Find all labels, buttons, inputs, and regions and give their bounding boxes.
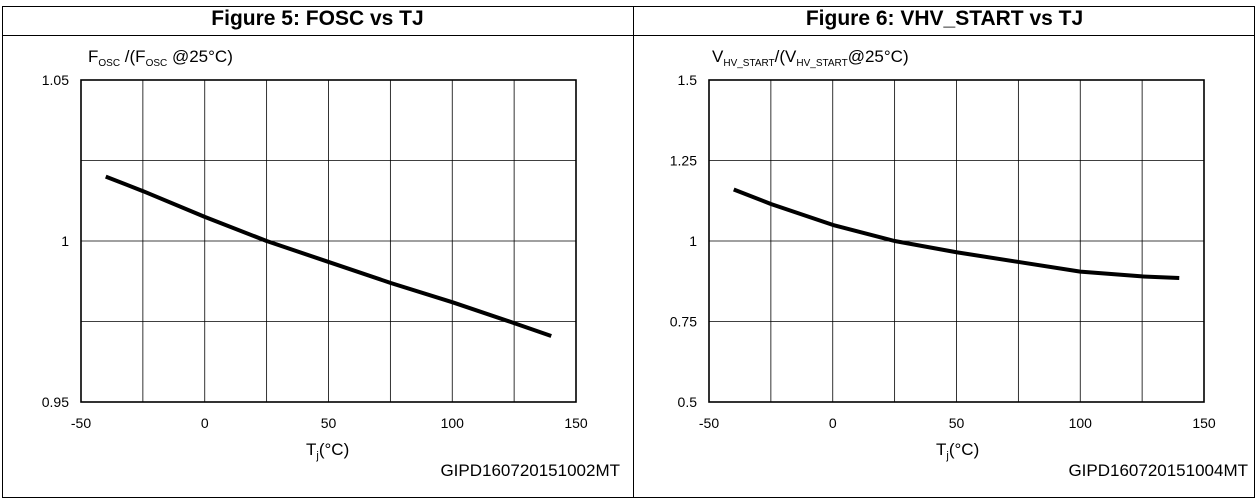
- chart5-plot-area: [80, 79, 577, 403]
- chart5-xtick-label: -50: [71, 415, 91, 431]
- chart6-xtick-label: 150: [1192, 415, 1216, 431]
- chart6-ytick-label: 1: [689, 233, 697, 249]
- chart6-xtick-label: 50: [949, 415, 965, 431]
- chart5-ytick-label: 1.05: [42, 72, 69, 88]
- chart5-ytick-label: 1: [61, 233, 69, 249]
- chart6-ytick-label: 1.25: [670, 153, 697, 169]
- chart5-x-axis-label: Tj(°C): [306, 440, 349, 462]
- chart6-series-line: [733, 187, 1180, 281]
- chart6-plot-area: [708, 79, 1205, 403]
- figure-frame: [2, 6, 1255, 498]
- chart6-x-axis-label: Tj(°C): [936, 440, 979, 462]
- chart5-xtick-label: 150: [564, 415, 588, 431]
- chart5-xtick-label: 0: [201, 415, 209, 431]
- chart6-ytick-label: 0.5: [678, 394, 698, 410]
- chart6-y-axis-label: VHV_START/(VHV_START@25°C): [712, 47, 909, 69]
- figure-5-title: Figure 5: FOSC vs TJ: [211, 7, 424, 30]
- chart5-xtick-label: 50: [321, 415, 337, 431]
- chart6-xtick-label: 100: [1069, 415, 1093, 431]
- chart6-ytick-label: 0.75: [670, 314, 697, 330]
- chart5-ytick-label: 0.95: [42, 394, 69, 410]
- chart5-xtick-label: 100: [441, 415, 465, 431]
- chart6-xtick-label: 0: [829, 415, 837, 431]
- chart5-y-axis-label: FOSC /(FOSC @25°C): [88, 47, 233, 69]
- chart6-ytick-label: 1.5: [678, 72, 698, 88]
- title-row: [2, 6, 1255, 36]
- chart5-figure-code: GIPD160720151002MT: [440, 461, 620, 480]
- panel-divider: [633, 6, 634, 498]
- chart6-figure-code: GIPD160720151004MT: [1068, 461, 1248, 480]
- chart6-xtick-label: -50: [699, 415, 719, 431]
- chart5-series-line: [105, 174, 552, 338]
- figure-6-title: Figure 6: VHV_START vs TJ: [805, 7, 1084, 30]
